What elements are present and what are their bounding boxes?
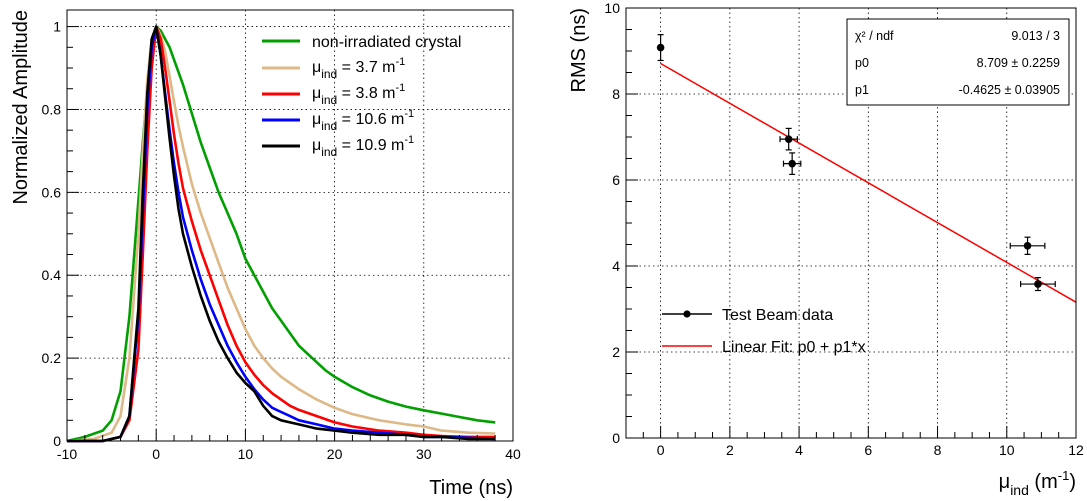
legend-label-3-7: μind = 3.7 m-1 xyxy=(312,56,405,81)
rms-vs-mu-chart: 0 2 4 6 8 10 12 0 2 4 6 8 10 RMS (ns) μind (m-1) χ²… xyxy=(568,0,1084,498)
right-data-points xyxy=(656,34,1056,292)
data-point xyxy=(1023,241,1032,250)
left-y-axis-title: Normalized Amplitude xyxy=(10,10,32,205)
stats-p0-label: p0 xyxy=(855,56,869,70)
right-legend: Test Beam data Linear Fit: p0 + p1*x xyxy=(662,307,866,356)
left-x-tick-label: 20 xyxy=(327,446,343,462)
right-x-tick-label: 0 xyxy=(657,442,665,458)
pulse-shape-chart: -10 0 10 20 30 40 00.20.40.60.81 Time (ns) No… xyxy=(10,9,521,499)
left-x-tick-label: 0 xyxy=(152,446,160,462)
data-point xyxy=(1034,280,1042,288)
legend-label-linear-fit: Linear Fit: p0 + p1*x xyxy=(722,339,866,356)
right-x-tick-label: 4 xyxy=(795,442,803,458)
left-y-tick-label: 0.6 xyxy=(42,184,62,200)
right-y-tick-label: 4 xyxy=(612,258,620,274)
series-line-ind-3-8-m-1 xyxy=(67,25,496,443)
right-y-tick-label: 6 xyxy=(612,172,620,188)
left-x-tick-label: 30 xyxy=(416,446,432,462)
linear-fit-line xyxy=(660,62,1077,303)
data-point xyxy=(788,159,796,168)
right-x-tick-labels: 0 2 4 6 8 10 12 xyxy=(657,442,1084,458)
left-y-tick-label: 0.8 xyxy=(42,101,62,117)
data-point xyxy=(784,135,793,143)
left-x-axis-title: Time (ns) xyxy=(429,477,513,499)
left-x-tick-label: 40 xyxy=(505,446,521,462)
right-y-tick-labels: 0 2 4 6 8 10 xyxy=(604,0,620,446)
legend-label-3-8: μind = 3.8 m-1 xyxy=(312,82,405,107)
legend-label-10-9: μind = 10.9 m-1 xyxy=(312,134,414,159)
stats-p1-value: -0.4625 ± 0.03905 xyxy=(959,83,1060,97)
right-ticks xyxy=(625,7,1077,439)
right-y-tick-label: 0 xyxy=(612,430,620,446)
left-y-tick-label: 0.4 xyxy=(42,267,62,283)
right-x-tick-label: 6 xyxy=(864,442,872,458)
right-y-axis-title: RMS (ns) xyxy=(568,8,590,92)
fit-stats-box: χ² / ndf 9.013 / 3 p0 8.709 ± 0.2259 p1 … xyxy=(846,18,1070,106)
series-line-ind-10-9-m-1 xyxy=(67,25,496,443)
right-y-tick-label: 8 xyxy=(612,86,620,102)
data-point xyxy=(656,43,665,52)
left-legend: non-irradiated crystal μind = 3.7 m-1 μi… xyxy=(262,34,461,159)
legend-marker-test-beam xyxy=(683,310,691,318)
left-ticks xyxy=(66,26,514,442)
right-x-tick-label: 8 xyxy=(934,442,942,458)
right-y-tick-label: 10 xyxy=(604,0,620,16)
legend-label-10-6: μind = 10.6 m-1 xyxy=(312,108,414,133)
legend-label-test-beam: Test Beam data xyxy=(722,307,833,324)
fit-stats-frame xyxy=(846,18,1070,106)
left-y-tick-label: 0 xyxy=(53,433,61,449)
left-x-tick-label: 10 xyxy=(238,446,254,462)
left-y-tick-labels: 0 0.2 0.4 0.6 0.8 1 xyxy=(42,19,62,449)
left-plot-frame xyxy=(66,9,514,442)
left-x-tick-labels: -10 0 10 20 30 40 xyxy=(57,446,521,462)
legend-label-non-irradiated: non-irradiated crystal xyxy=(312,34,461,51)
right-fit-line xyxy=(660,62,1077,303)
left-y-tick-label: 0.2 xyxy=(42,350,62,366)
left-x-tick-label: -10 xyxy=(57,446,77,462)
right-x-axis-title: μind (m-1) xyxy=(999,468,1076,498)
stats-p0-value: 8.709 ± 0.2259 xyxy=(977,56,1060,70)
right-x-tick-label: 12 xyxy=(1068,442,1084,458)
series-line-ind-3-7-m-1 xyxy=(66,25,496,443)
left-series-lines xyxy=(66,25,496,443)
right-x-tick-label: 10 xyxy=(999,442,1015,458)
left-y-tick-label: 1 xyxy=(53,19,61,35)
stats-p1-label: p1 xyxy=(855,83,869,97)
right-y-tick-label: 2 xyxy=(612,344,620,360)
stats-chi2-label: χ² / ndf xyxy=(855,29,894,43)
right-x-tick-label: 2 xyxy=(726,442,734,458)
stats-chi2-value: 9.013 / 3 xyxy=(1011,29,1060,43)
